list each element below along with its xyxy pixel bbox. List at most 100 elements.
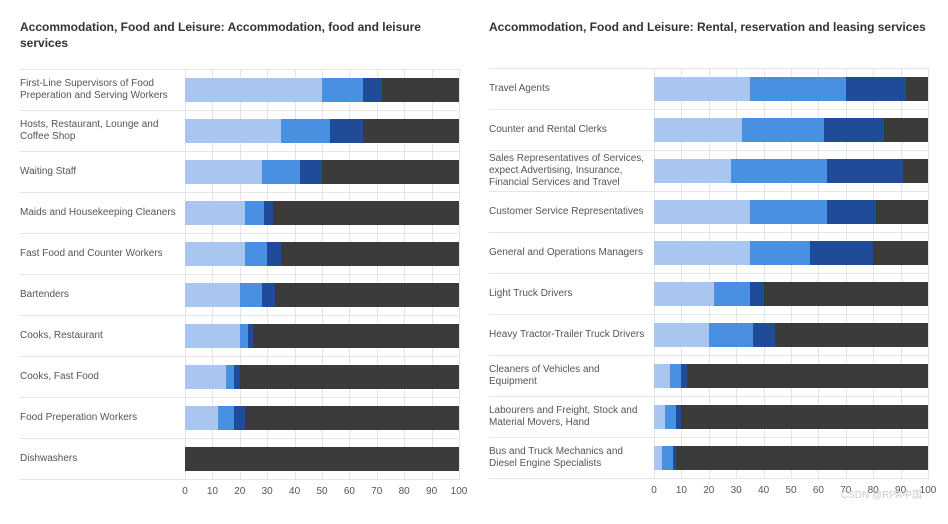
label-row: Labourers and Freight, Stock and Materia… [489,396,654,437]
row-label: Cooks, Fast Food [20,371,107,383]
bar-row [654,273,928,314]
stacked-bar [185,201,459,225]
bar-row [654,314,928,355]
bar-segment-2 [264,201,272,225]
row-label: Food Preperation Workers [20,412,145,424]
row-label: Bus and Truck Mechanics and Diesel Engin… [489,446,654,470]
stacked-bar [654,200,928,224]
bar-segment-2 [363,78,382,102]
bar-segment-3 [775,323,928,347]
row-label: Bartenders [20,289,77,301]
stacked-bar [654,118,928,142]
x-axis: 0102030405060708090100 [185,484,459,504]
row-label: Labourers and Freight, Stock and Materia… [489,405,654,429]
bar-segment-3 [245,406,459,430]
label-row: Travel Agents [489,68,654,109]
bars-column [185,69,459,480]
bar-segment-0 [654,118,742,142]
bar-segment-3 [322,160,459,184]
axis-tick: 70 [371,486,382,497]
bar-row [185,356,459,397]
bar-row [185,151,459,192]
row-label: Waiting Staff [20,166,84,178]
stacked-bar [654,241,928,265]
bar-segment-3 [687,364,928,388]
gridline [459,69,460,480]
bar-segment-0 [185,119,281,143]
bar-row [185,438,459,480]
bar-segment-2 [234,406,245,430]
bar-row [185,397,459,438]
stacked-bar [654,323,928,347]
axis-tick: 50 [785,485,796,496]
label-row: Hosts, Restaurant, Lounge and Coffee Sho… [20,110,185,151]
label-row: Cleaners of Vehicles and Equipment [489,355,654,396]
bar-segment-3 [281,242,459,266]
bar-segment-0 [654,241,750,265]
axis-tick: 10 [676,485,687,496]
bar-segment-0 [185,324,240,348]
bars-column [654,68,928,479]
bar-segment-1 [262,160,300,184]
stacked-bar [185,78,459,102]
label-row: Cooks, Restaurant [20,315,185,356]
bar-segment-1 [750,200,827,224]
labels-column: First-Line Supervisors of Food Preperati… [20,69,185,480]
bar-segment-0 [185,365,226,389]
bar-segment-1 [709,323,753,347]
axis-row: 0102030405060708090100 [20,480,459,504]
bar-segment-2 [262,283,276,307]
axis-tick: 20 [703,485,714,496]
bar-segment-3 [676,446,928,470]
bar-segment-2 [330,119,363,143]
chart-title: Accommodation, Food and Leisure: Rental,… [489,20,928,50]
bar-segment-0 [654,77,750,101]
label-row: General and Operations Managers [489,232,654,273]
bar-segment-1 [245,201,264,225]
bar-segment-3 [764,282,928,306]
stacked-bar [185,406,459,430]
stacked-bar [185,447,459,471]
bar-segment-2 [750,282,764,306]
bar-segment-0 [185,242,245,266]
row-label: Light Truck Drivers [489,288,580,300]
stacked-bar [654,77,928,101]
bar-segment-2 [267,242,281,266]
bar-segment-1 [662,446,673,470]
bar-row [654,68,928,109]
bar-segment-3 [903,159,928,183]
row-label: General and Operations Managers [489,247,651,259]
axis-tick: 60 [344,486,355,497]
row-label: Maids and Housekeeping Cleaners [20,207,184,219]
axis-tick: 40 [289,486,300,497]
bar-segment-3 [273,201,459,225]
bar-segment-3 [681,405,928,429]
stacked-bar [185,242,459,266]
row-label: Fast Food and Counter Workers [20,248,171,260]
bar-segment-1 [322,78,363,102]
axis-holder: 0102030405060708090100CSDN @RPA中国 [654,479,928,503]
chart-panel-0: Accommodation, Food and Leisure: Accommo… [20,20,459,504]
stacked-bar [185,119,459,143]
axis-tick: 50 [316,486,327,497]
chart-body: Travel AgentsCounter and Rental ClerksSa… [489,68,928,479]
bar-row [654,396,928,437]
bar-row [185,192,459,233]
stacked-bar [654,446,928,470]
bar-segment-1 [742,118,824,142]
axis-tick: 10 [207,486,218,497]
bar-row [654,437,928,479]
bar-segment-2 [827,200,876,224]
label-row: Sales Representatives of Services, expec… [489,150,654,191]
bar-segment-1 [714,282,750,306]
bar-segment-0 [654,200,750,224]
bar-row [654,191,928,232]
row-label: Customer Service Representatives [489,206,652,218]
bar-segment-3 [873,241,928,265]
label-row: Waiting Staff [20,151,185,192]
bar-segment-2 [827,159,904,183]
bar-segment-0 [185,201,245,225]
row-label: First-Line Supervisors of Food Preperati… [20,78,185,102]
axis-tick: 40 [758,485,769,496]
axis-tick: 0 [182,486,188,497]
